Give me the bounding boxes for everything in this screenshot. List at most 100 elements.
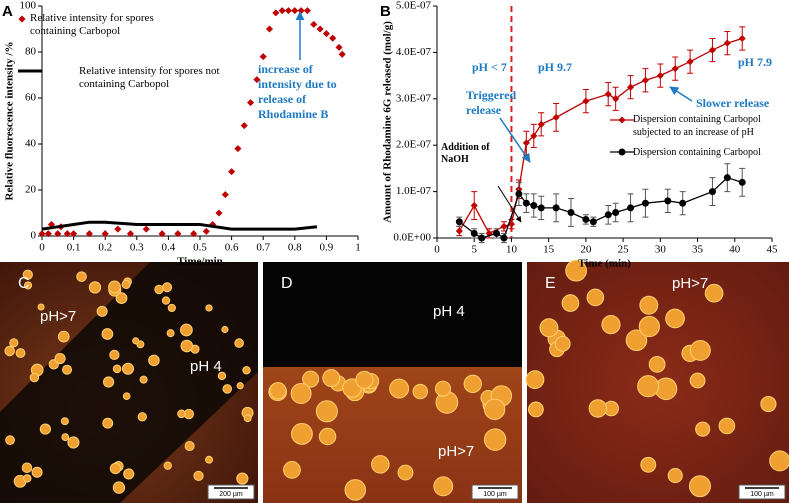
spore xyxy=(101,328,114,340)
spore xyxy=(112,364,122,374)
spore xyxy=(96,305,108,317)
data-point xyxy=(322,30,330,38)
spore xyxy=(39,423,51,435)
data-point xyxy=(38,230,46,238)
spore xyxy=(665,308,685,329)
spore xyxy=(565,259,587,282)
spore xyxy=(236,472,249,485)
spore xyxy=(561,294,580,312)
data-point xyxy=(221,191,229,199)
spore xyxy=(205,304,213,312)
spore xyxy=(318,427,337,446)
data-point xyxy=(679,199,687,207)
data-point xyxy=(338,50,346,58)
spore xyxy=(528,401,544,418)
data-point xyxy=(470,229,478,237)
spore xyxy=(184,441,195,452)
data-point xyxy=(142,225,150,233)
data-point xyxy=(247,99,255,107)
spore xyxy=(344,479,367,501)
spore xyxy=(15,348,26,358)
spore xyxy=(9,338,19,348)
data-point xyxy=(228,168,236,176)
data-point xyxy=(723,39,731,47)
y-tick-label: 80 xyxy=(25,46,37,58)
spore xyxy=(121,362,134,375)
spore xyxy=(23,474,32,483)
y-tick-label: 4.0E-07 xyxy=(396,46,432,58)
spore xyxy=(483,428,507,451)
spore xyxy=(371,455,390,474)
legend-label: Dispersion containing Carbopol xyxy=(633,147,761,158)
data-point xyxy=(641,76,649,84)
data-point xyxy=(335,43,343,51)
legend-label: Relative intensity for spores not contai… xyxy=(79,65,220,90)
spore xyxy=(180,339,194,353)
data-point xyxy=(500,234,508,242)
data-point xyxy=(114,225,122,233)
data-point xyxy=(202,227,210,235)
panel-label: D xyxy=(281,275,293,292)
spore xyxy=(76,271,87,282)
annotation-arrow xyxy=(497,185,522,223)
spore xyxy=(193,470,204,481)
data-point xyxy=(478,234,486,242)
data-point xyxy=(470,201,478,210)
spore xyxy=(302,370,320,388)
region-label: pH>7 xyxy=(672,275,708,292)
data-point xyxy=(627,204,635,212)
data-point xyxy=(234,145,242,153)
scale-bar-label: 100 µm xyxy=(483,491,507,498)
data-point xyxy=(54,230,62,238)
spore xyxy=(434,380,452,397)
annotation-arrow xyxy=(499,117,531,163)
dark-region xyxy=(0,262,258,503)
data-point xyxy=(259,53,267,61)
y-tick-label: 20 xyxy=(25,184,37,196)
data-point xyxy=(493,229,501,237)
spore xyxy=(222,384,233,394)
spore xyxy=(22,269,33,280)
data-point xyxy=(567,208,575,216)
y-tick-label: 2.0E-07 xyxy=(396,139,432,151)
y-tick-label: 3.0E-07 xyxy=(396,92,432,104)
x-tick-label: 0.8 xyxy=(288,242,302,254)
y-tick-label: 1.0E-07 xyxy=(396,185,432,197)
data-point xyxy=(589,218,597,226)
spore xyxy=(554,335,571,352)
spore xyxy=(525,370,545,389)
spore xyxy=(688,475,711,498)
x-tick-label: 0.7 xyxy=(256,242,270,254)
x-axis-label: Time/min xyxy=(177,256,223,268)
spore xyxy=(162,282,173,293)
spore xyxy=(355,370,374,389)
data-point xyxy=(604,211,612,219)
spore xyxy=(205,455,213,464)
legend-label: Dispersion containing Carbopol subjected… xyxy=(633,114,761,138)
data-point xyxy=(215,209,223,217)
panel-label: E xyxy=(545,275,556,292)
spore xyxy=(166,329,175,338)
spore xyxy=(61,433,70,442)
spore xyxy=(283,460,301,479)
data-point xyxy=(530,202,538,210)
x-tick-label: 5 xyxy=(471,244,477,256)
y-tick-label: 0 xyxy=(31,230,37,242)
data-point xyxy=(522,199,530,207)
data-point xyxy=(708,46,716,54)
x-tick-label: 0 xyxy=(434,244,440,256)
data-point xyxy=(272,9,280,17)
spore xyxy=(121,279,131,289)
region-label: pH>7 xyxy=(438,443,474,460)
data-point xyxy=(671,65,679,73)
spore xyxy=(483,398,506,420)
data-point xyxy=(500,222,508,230)
data-point xyxy=(582,97,590,105)
spore xyxy=(62,364,73,375)
data-point xyxy=(101,230,109,238)
data-point xyxy=(664,197,672,205)
panel-label: C xyxy=(18,275,30,292)
x-tick-label: 0.6 xyxy=(225,242,239,254)
spore xyxy=(217,371,227,381)
